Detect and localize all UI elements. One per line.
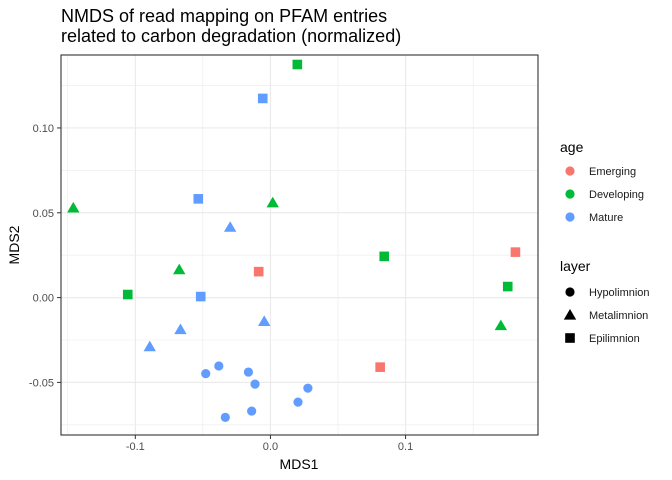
data-point-triangle (258, 315, 271, 326)
data-point-circle (243, 367, 254, 377)
x-tick-label: 0.1 (398, 441, 413, 453)
data-point-triangle (223, 221, 237, 232)
age-legend-key (565, 189, 575, 199)
layer-legend-key (565, 287, 575, 297)
data-point-triangle (266, 196, 279, 208)
grid-lines (61, 55, 538, 435)
layer-legend: layer Hypolimnion Metalimnion Epilimnion (560, 258, 650, 345)
age-legend-label: Developing (589, 189, 644, 201)
age-legend-label: Emerging (589, 166, 636, 178)
data-point-square (257, 93, 268, 104)
layer-legend-items: Hypolimnion Metalimnion Epilimnion (563, 287, 650, 345)
plot-border (60, 54, 539, 436)
data-point-square (195, 291, 206, 302)
data-point-square (253, 266, 264, 277)
layer-legend-label: Epilimnion (589, 333, 640, 345)
chart-title-line-2: related to carbon degradation (normalize… (61, 26, 401, 46)
y-axis-title: MDS2 (6, 225, 22, 264)
plot-panel (61, 55, 538, 435)
data-point-triangle (67, 201, 80, 213)
data-point-circle (250, 379, 260, 389)
data-point-square (510, 247, 521, 257)
axis-ticks: -0.1 0.0 0.1 -0.05 0.00 0.05 0.10 (29, 123, 413, 453)
age-legend-label: Mature (589, 212, 623, 224)
data-point-triangle (494, 319, 508, 331)
x-tick-label: -0.1 (126, 441, 145, 453)
data-point-circle (293, 397, 303, 407)
data-point-square (379, 251, 390, 262)
data-point-square (375, 362, 385, 372)
data-point-square (193, 194, 204, 204)
age-legend: age Emerging Developing Mature (560, 139, 644, 224)
y-tick-label: -0.05 (29, 377, 54, 389)
data-points (67, 59, 521, 422)
data-point-circle (214, 361, 224, 371)
age-legend-items: Emerging Developing Mature (565, 166, 644, 224)
data-point-circle (220, 412, 230, 422)
age-legend-key (565, 212, 575, 222)
layer-legend-key (565, 333, 575, 343)
data-point-circle (303, 383, 313, 393)
layer-legend-label: Metalimnion (589, 310, 648, 322)
data-point-circle (247, 406, 257, 416)
data-point-square (292, 59, 303, 70)
data-point-square (122, 289, 133, 300)
data-point-triangle (174, 323, 187, 335)
x-tick-label: 0.0 (263, 441, 278, 453)
data-point-triangle (173, 263, 186, 275)
data-point-triangle (143, 340, 156, 352)
age-legend-title: age (560, 139, 584, 155)
y-tick-label: 0.00 (33, 293, 54, 305)
y-tick-label: 0.10 (33, 123, 54, 135)
x-axis-title: MDS1 (280, 456, 319, 472)
chart-title-line-1: NMDS of read mapping on PFAM entries (61, 6, 387, 26)
chart-title: NMDS of read mapping on PFAM entries rel… (61, 6, 401, 46)
age-legend-key (565, 166, 575, 176)
data-point-circle (201, 368, 211, 379)
layer-legend-title: layer (560, 258, 591, 274)
layer-legend-label: Hypolimnion (589, 287, 650, 299)
y-tick-label: 0.05 (33, 208, 54, 220)
data-point-square (502, 281, 513, 292)
layer-legend-key (563, 309, 577, 320)
